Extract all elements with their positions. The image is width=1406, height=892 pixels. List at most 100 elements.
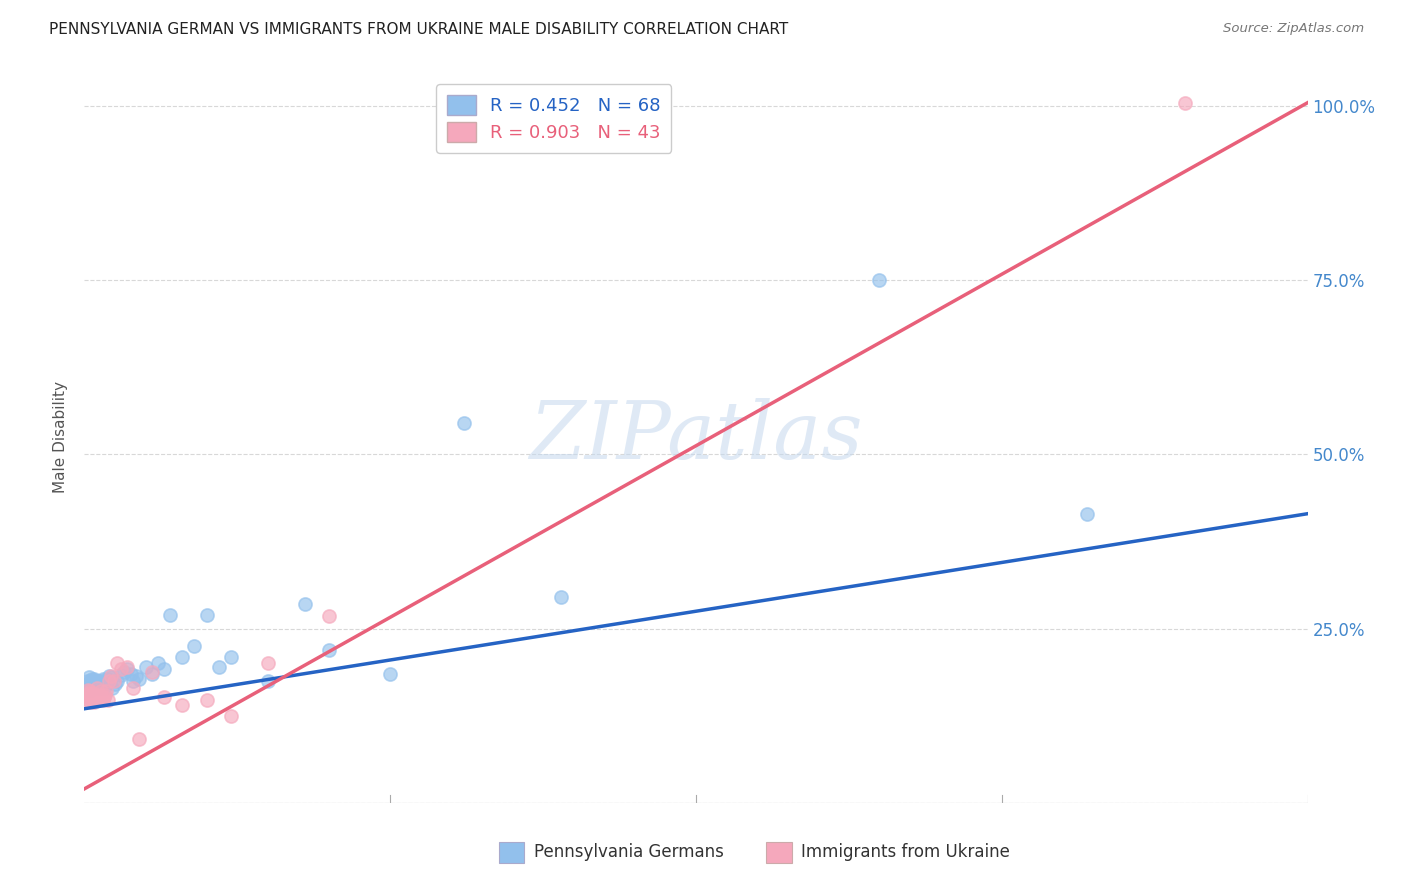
Point xyxy=(153,690,176,704)
Point xyxy=(104,677,127,691)
Point xyxy=(125,669,148,683)
Point xyxy=(110,662,132,676)
Point xyxy=(86,679,108,693)
Text: Pennsylvania Germans: Pennsylvania Germans xyxy=(534,843,724,861)
Point xyxy=(195,692,218,706)
Point xyxy=(1174,95,1197,110)
Point xyxy=(87,673,110,688)
Point xyxy=(79,695,101,709)
Point xyxy=(318,642,340,657)
Point xyxy=(318,609,340,624)
Point xyxy=(77,670,100,684)
Point xyxy=(172,649,194,664)
Point xyxy=(87,690,110,704)
Point xyxy=(94,673,117,688)
Point xyxy=(98,673,121,688)
Point xyxy=(76,673,98,688)
Point xyxy=(79,677,101,691)
Point xyxy=(82,673,104,688)
Point xyxy=(83,695,105,709)
Point xyxy=(82,686,104,700)
Point xyxy=(83,690,105,704)
Point xyxy=(93,681,115,695)
Point xyxy=(90,684,112,698)
Point xyxy=(86,681,108,695)
Point xyxy=(79,673,101,688)
Point xyxy=(93,677,115,691)
Point xyxy=(80,679,103,693)
Legend: R = 0.452   N = 68, R = 0.903   N = 43: R = 0.452 N = 68, R = 0.903 N = 43 xyxy=(436,84,672,153)
Point xyxy=(84,676,107,690)
Point xyxy=(96,684,118,698)
Point xyxy=(80,692,103,706)
Point xyxy=(294,597,316,611)
Point xyxy=(79,690,101,704)
Text: Source: ZipAtlas.com: Source: ZipAtlas.com xyxy=(1223,22,1364,36)
Point xyxy=(105,657,128,671)
Point xyxy=(83,677,105,691)
Point xyxy=(91,672,114,686)
Point xyxy=(380,667,402,681)
Point xyxy=(77,686,100,700)
Point xyxy=(83,672,105,686)
Point xyxy=(79,684,101,698)
Point xyxy=(100,669,122,683)
Point xyxy=(90,679,112,693)
Point xyxy=(77,691,100,706)
Point xyxy=(97,692,120,706)
Point xyxy=(146,657,169,671)
Point xyxy=(94,688,117,702)
Point xyxy=(82,677,104,691)
Point xyxy=(128,672,150,686)
Text: PENNSYLVANIA GERMAN VS IMMIGRANTS FROM UKRAINE MALE DISABILITY CORRELATION CHART: PENNSYLVANIA GERMAN VS IMMIGRANTS FROM U… xyxy=(49,22,789,37)
Point xyxy=(208,660,231,674)
Point xyxy=(135,660,157,674)
Point xyxy=(97,672,120,686)
Point xyxy=(80,688,103,702)
Point xyxy=(100,670,122,684)
Point xyxy=(115,662,138,676)
Point xyxy=(77,692,100,706)
Point xyxy=(84,681,107,695)
Point xyxy=(115,660,138,674)
Point xyxy=(112,665,135,679)
Text: ZIPatlas: ZIPatlas xyxy=(529,399,863,475)
Point xyxy=(82,681,104,695)
Point xyxy=(105,673,128,688)
Point xyxy=(97,673,120,688)
Point xyxy=(84,692,107,706)
Point xyxy=(86,676,108,690)
Point xyxy=(91,692,114,706)
Point xyxy=(84,688,107,702)
Point xyxy=(77,681,100,695)
Point xyxy=(101,681,124,695)
Point xyxy=(80,676,103,690)
Point xyxy=(87,692,110,706)
Point xyxy=(86,691,108,706)
Point xyxy=(87,677,110,691)
Point xyxy=(82,691,104,706)
Point xyxy=(86,673,108,688)
Point xyxy=(84,679,107,693)
Point xyxy=(141,665,163,679)
Point xyxy=(1076,507,1098,521)
Point xyxy=(141,667,163,681)
Text: Immigrants from Ukraine: Immigrants from Ukraine xyxy=(801,843,1011,861)
Point xyxy=(91,676,114,690)
Point xyxy=(96,676,118,690)
Point xyxy=(110,668,132,682)
Y-axis label: Male Disability: Male Disability xyxy=(53,381,69,493)
Point xyxy=(257,673,280,688)
Point xyxy=(257,657,280,671)
Point xyxy=(183,639,205,653)
Point xyxy=(219,649,242,664)
Point xyxy=(172,698,194,713)
Point xyxy=(103,673,125,688)
Point xyxy=(869,273,891,287)
Point xyxy=(153,662,176,676)
Point xyxy=(77,682,100,697)
Point xyxy=(120,667,142,681)
Point xyxy=(453,416,475,430)
Point xyxy=(550,591,572,605)
Point xyxy=(76,688,98,702)
